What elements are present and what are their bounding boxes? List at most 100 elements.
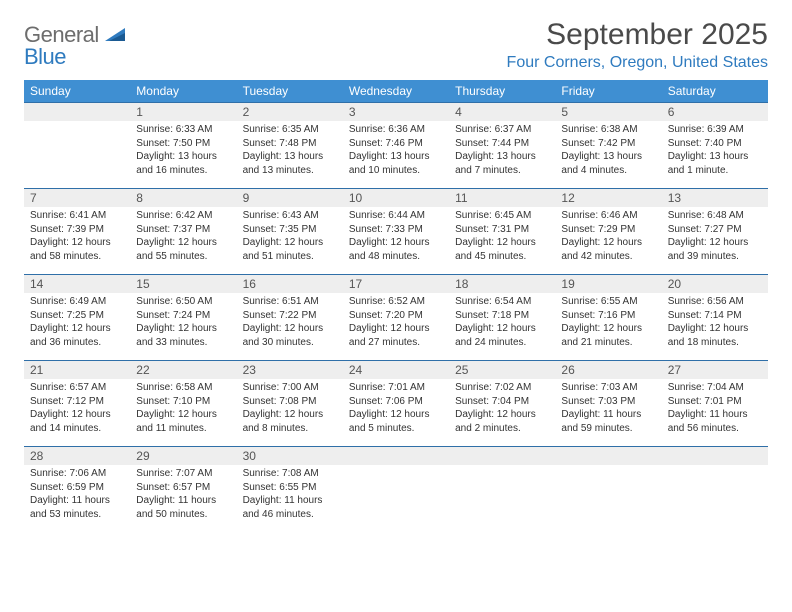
sunrise-text: Sunrise: 6:43 AM [243,209,337,223]
sunrise-text: Sunrise: 6:42 AM [136,209,230,223]
daylight-line1: Daylight: 12 hours [561,322,655,336]
day-body: Sunrise: 6:57 AMSunset: 7:12 PMDaylight:… [24,379,130,439]
daylight-line1: Daylight: 12 hours [30,322,124,336]
calendar-day-cell: 9Sunrise: 6:43 AMSunset: 7:35 PMDaylight… [237,188,343,274]
day-number: 6 [662,102,768,121]
calendar-week-row: 1Sunrise: 6:33 AMSunset: 7:50 PMDaylight… [24,102,768,188]
day-body: Sunrise: 6:37 AMSunset: 7:44 PMDaylight:… [449,121,555,181]
day-body: Sunrise: 7:01 AMSunset: 7:06 PMDaylight:… [343,379,449,439]
sunrise-text: Sunrise: 7:00 AM [243,381,337,395]
calendar-day-cell: 21Sunrise: 6:57 AMSunset: 7:12 PMDayligh… [24,360,130,446]
weekday-header: Sunday [24,80,130,102]
sunset-text: Sunset: 7:31 PM [455,223,549,237]
daylight-line1: Daylight: 12 hours [668,236,762,250]
sunrise-text: Sunrise: 6:50 AM [136,295,230,309]
calendar-day-cell: 7Sunrise: 6:41 AMSunset: 7:39 PMDaylight… [24,188,130,274]
calendar-day-cell [24,102,130,188]
weekday-header: Tuesday [237,80,343,102]
day-number: 1 [130,102,236,121]
daylight-line1: Daylight: 13 hours [136,150,230,164]
sunrise-text: Sunrise: 6:56 AM [668,295,762,309]
daylight-line1: Daylight: 11 hours [243,494,337,508]
day-body: Sunrise: 6:35 AMSunset: 7:48 PMDaylight:… [237,121,343,181]
sunset-text: Sunset: 7:03 PM [561,395,655,409]
daylight-line2: and 46 minutes. [243,508,337,522]
day-body: Sunrise: 6:39 AMSunset: 7:40 PMDaylight:… [662,121,768,181]
daylight-line1: Daylight: 12 hours [561,236,655,250]
daylight-line2: and 33 minutes. [136,336,230,350]
calendar-day-cell: 13Sunrise: 6:48 AMSunset: 7:27 PMDayligh… [662,188,768,274]
day-number: 4 [449,102,555,121]
daylight-line2: and 58 minutes. [30,250,124,264]
calendar-day-cell [449,446,555,532]
day-number: 15 [130,274,236,293]
day-body: Sunrise: 6:44 AMSunset: 7:33 PMDaylight:… [343,207,449,267]
day-number-empty [662,446,768,465]
day-body: Sunrise: 7:06 AMSunset: 6:59 PMDaylight:… [24,465,130,525]
day-body-empty [449,465,555,525]
daylight-line1: Daylight: 11 hours [561,408,655,422]
calendar-table: SundayMondayTuesdayWednesdayThursdayFrid… [24,80,768,532]
daylight-line1: Daylight: 12 hours [243,408,337,422]
sunrise-text: Sunrise: 6:41 AM [30,209,124,223]
calendar-day-cell: 6Sunrise: 6:39 AMSunset: 7:40 PMDaylight… [662,102,768,188]
daylight-line1: Daylight: 11 hours [668,408,762,422]
day-body: Sunrise: 6:49 AMSunset: 7:25 PMDaylight:… [24,293,130,353]
day-body: Sunrise: 6:48 AMSunset: 7:27 PMDaylight:… [662,207,768,267]
sunset-text: Sunset: 7:35 PM [243,223,337,237]
calendar-day-cell [555,446,661,532]
daylight-line1: Daylight: 13 hours [455,150,549,164]
day-body: Sunrise: 6:46 AMSunset: 7:29 PMDaylight:… [555,207,661,267]
day-number: 22 [130,360,236,379]
day-body: Sunrise: 6:42 AMSunset: 7:37 PMDaylight:… [130,207,236,267]
sunset-text: Sunset: 7:04 PM [455,395,549,409]
day-body: Sunrise: 7:07 AMSunset: 6:57 PMDaylight:… [130,465,236,525]
daylight-line2: and 14 minutes. [30,422,124,436]
sunrise-text: Sunrise: 6:33 AM [136,123,230,137]
day-number: 14 [24,274,130,293]
calendar-day-cell: 20Sunrise: 6:56 AMSunset: 7:14 PMDayligh… [662,274,768,360]
calendar-day-cell: 24Sunrise: 7:01 AMSunset: 7:06 PMDayligh… [343,360,449,446]
daylight-line1: Daylight: 12 hours [136,322,230,336]
day-number: 25 [449,360,555,379]
sunset-text: Sunset: 7:37 PM [136,223,230,237]
daylight-line2: and 5 minutes. [349,422,443,436]
daylight-line1: Daylight: 12 hours [455,236,549,250]
day-body: Sunrise: 6:33 AMSunset: 7:50 PMDaylight:… [130,121,236,181]
calendar-day-cell [662,446,768,532]
daylight-line2: and 50 minutes. [136,508,230,522]
daylight-line2: and 36 minutes. [30,336,124,350]
calendar-page: General Blue September 2025 Four Corners… [0,0,792,550]
day-body: Sunrise: 7:04 AMSunset: 7:01 PMDaylight:… [662,379,768,439]
sunrise-text: Sunrise: 6:36 AM [349,123,443,137]
daylight-line2: and 1 minute. [668,164,762,178]
sunset-text: Sunset: 7:27 PM [668,223,762,237]
calendar-day-cell: 1Sunrise: 6:33 AMSunset: 7:50 PMDaylight… [130,102,236,188]
sunset-text: Sunset: 7:44 PM [455,137,549,151]
day-number: 19 [555,274,661,293]
sunset-text: Sunset: 7:25 PM [30,309,124,323]
day-number: 30 [237,446,343,465]
daylight-line2: and 11 minutes. [136,422,230,436]
day-number-empty [24,102,130,121]
daylight-line1: Daylight: 11 hours [136,494,230,508]
sunset-text: Sunset: 6:59 PM [30,481,124,495]
day-number: 17 [343,274,449,293]
calendar-header-row: SundayMondayTuesdayWednesdayThursdayFrid… [24,80,768,102]
daylight-line1: Daylight: 12 hours [455,322,549,336]
day-body-empty [343,465,449,525]
day-body: Sunrise: 6:51 AMSunset: 7:22 PMDaylight:… [237,293,343,353]
day-body: Sunrise: 6:52 AMSunset: 7:20 PMDaylight:… [343,293,449,353]
sunrise-text: Sunrise: 6:38 AM [561,123,655,137]
daylight-line2: and 45 minutes. [455,250,549,264]
sunset-text: Sunset: 6:55 PM [243,481,337,495]
calendar-day-cell: 17Sunrise: 6:52 AMSunset: 7:20 PMDayligh… [343,274,449,360]
daylight-line2: and 10 minutes. [349,164,443,178]
day-body: Sunrise: 7:02 AMSunset: 7:04 PMDaylight:… [449,379,555,439]
daylight-line1: Daylight: 12 hours [136,408,230,422]
daylight-line1: Daylight: 12 hours [243,236,337,250]
day-number: 3 [343,102,449,121]
calendar-week-row: 21Sunrise: 6:57 AMSunset: 7:12 PMDayligh… [24,360,768,446]
sunrise-text: Sunrise: 6:35 AM [243,123,337,137]
daylight-line2: and 51 minutes. [243,250,337,264]
